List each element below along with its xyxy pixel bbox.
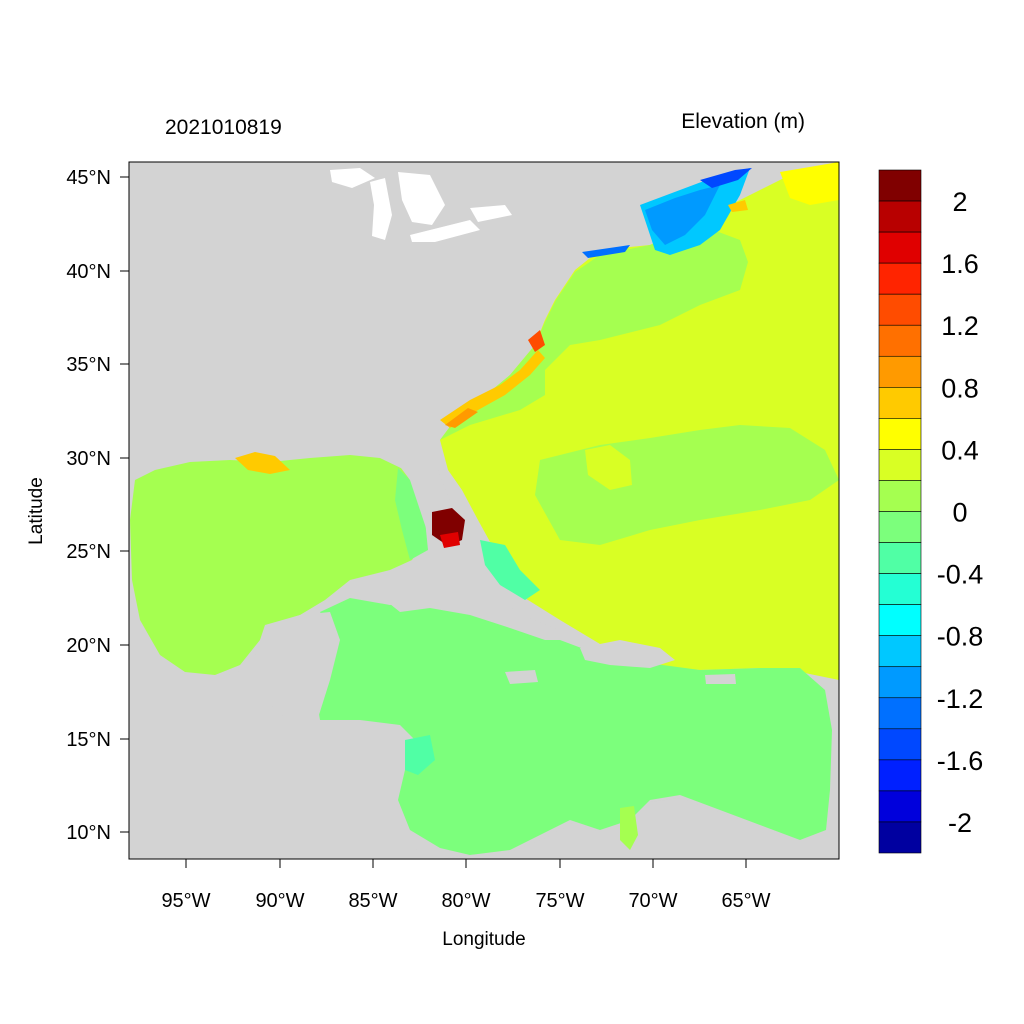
- maracaibo-lake: [620, 806, 638, 850]
- gulf-of-mexico: [130, 455, 425, 675]
- mexico-mainland: [129, 650, 420, 859]
- legend-swatch: [878, 728, 922, 761]
- nova-scotia-high: [780, 162, 839, 205]
- legend-swatch: [878, 635, 922, 668]
- yucatan-peninsula: [255, 612, 340, 720]
- y-tick-label: 10°N: [66, 822, 111, 844]
- legend-swatch: [878, 293, 922, 326]
- color-legend: 2 1.6 1.2 0.8 0.4 0 -0.4 -0.8 -1.2 -1.6 -2: [878, 169, 984, 854]
- legend-swatch: [878, 666, 922, 699]
- legend-swatch: [878, 231, 922, 264]
- y-tick-label: 30°N: [66, 448, 111, 470]
- y-tick-label: 45°N: [66, 167, 111, 189]
- legend-swatch: [878, 511, 922, 543]
- bahamas-bank: [480, 540, 540, 600]
- legend-swatch: [878, 759, 922, 792]
- outer-banks-high: [528, 330, 545, 352]
- x-tick-label: 80°W: [441, 890, 490, 912]
- legend-swatch: [878, 387, 922, 419]
- great-lakes: [330, 168, 512, 242]
- long-island-sound: [582, 245, 630, 258]
- legend-swatch: [878, 790, 922, 823]
- legend-label: -1.6: [937, 746, 984, 776]
- x-axis-label: Longitude: [442, 929, 525, 950]
- atlantic-ocean: [440, 162, 839, 680]
- y-axis-label: Latitude: [26, 477, 47, 545]
- legend-swatch: [878, 573, 922, 605]
- legend-label: 0.4: [941, 435, 979, 465]
- gulf-coast-anomaly: [235, 452, 290, 474]
- legend-swatch: [878, 697, 922, 730]
- x-tick-label: 95°W: [161, 890, 210, 912]
- x-tick-label: 90°W: [255, 890, 304, 912]
- date-label: 2021010819: [165, 116, 282, 139]
- west-florida-shelf: [395, 468, 428, 560]
- legend-label: -1.2: [937, 684, 984, 714]
- variable-label: Elevation (m): [681, 110, 805, 133]
- jamaica: [505, 670, 538, 684]
- y-axis: 45°N 40°N 35°N 30°N 25°N 20°N 15°N 10°N …: [26, 167, 129, 844]
- legend-swatch: [878, 542, 922, 574]
- legend-label: -0.4: [937, 560, 984, 590]
- x-tick-label: 70°W: [628, 890, 677, 912]
- x-tick-label: 85°W: [348, 890, 397, 912]
- legend-label: 0.8: [941, 373, 979, 403]
- y-tick-label: 25°N: [66, 541, 111, 563]
- x-tick-label: 75°W: [535, 890, 584, 912]
- legend-label: 2: [952, 187, 967, 217]
- nicaragua-shelf: [405, 735, 435, 775]
- legend-swatch: [878, 262, 922, 295]
- legend-label: -0.8: [937, 622, 984, 652]
- y-tick-label: 35°N: [66, 354, 111, 376]
- legend-swatch: [878, 449, 922, 481]
- y-tick-label: 20°N: [66, 635, 111, 657]
- gulf-of-maine-core: [645, 185, 720, 245]
- x-tick-label: 65°W: [721, 890, 770, 912]
- legend-label: 1.2: [941, 311, 979, 341]
- map-frame: [128, 161, 840, 860]
- legend-label: 1.6: [941, 249, 979, 279]
- hispaniola: [580, 640, 675, 668]
- carolina-coast-high: [445, 408, 478, 428]
- legend-label: 0: [952, 498, 967, 528]
- legend-swatch: [878, 821, 922, 854]
- y-tick-label: 40°N: [66, 261, 111, 283]
- x-axis: 95°W 90°W 85°W 80°W 75°W 70°W 65°W Longi…: [161, 859, 771, 950]
- y-tick-label: 15°N: [66, 729, 111, 751]
- map-panel: [128, 161, 840, 860]
- legend-swatch: [878, 480, 922, 512]
- bay-of-fundy-high: [728, 200, 748, 212]
- legend-swatch: [878, 418, 922, 450]
- legend-swatch: [878, 200, 922, 233]
- legend-swatch: [878, 324, 922, 357]
- cuba: [385, 590, 570, 640]
- south-america: [440, 798, 839, 859]
- carolina-coast-anomaly: [440, 350, 545, 428]
- atlantic-yellow-patch: [585, 445, 632, 490]
- legend-swatch: [878, 169, 922, 202]
- maine-coast-deep: [700, 168, 752, 188]
- legend-swatch: [878, 604, 922, 636]
- atlantic-shelf: [440, 225, 839, 545]
- caribbean-sea: [315, 598, 832, 855]
- legend-label: -2: [948, 808, 972, 838]
- puerto-rico: [705, 674, 736, 684]
- florida-keys-high: [440, 532, 460, 548]
- legend-swatch: [878, 355, 922, 388]
